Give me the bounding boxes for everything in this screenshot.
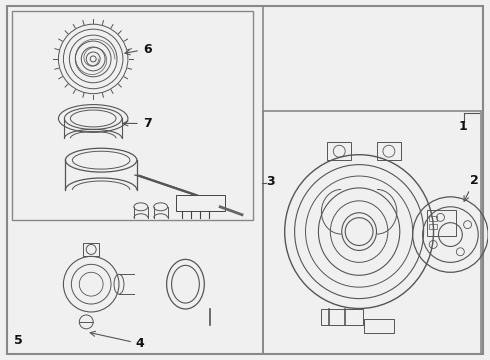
- Bar: [427, 210, 456, 235]
- Bar: [429, 224, 437, 229]
- Bar: [7, 6, 263, 354]
- Text: 2: 2: [464, 174, 479, 201]
- Bar: [175, 195, 225, 211]
- Text: 6: 6: [125, 42, 151, 55]
- Bar: [429, 216, 437, 221]
- Bar: [263, 111, 481, 354]
- Text: 1: 1: [458, 121, 467, 134]
- Text: 7: 7: [123, 117, 151, 130]
- Bar: [321, 309, 363, 325]
- Text: 3: 3: [266, 175, 274, 189]
- Text: 4: 4: [90, 331, 145, 350]
- Bar: [364, 319, 394, 333]
- Bar: [12, 11, 253, 220]
- Bar: [377, 142, 401, 160]
- Text: 5: 5: [14, 334, 23, 347]
- Bar: [327, 142, 351, 160]
- Bar: [83, 243, 99, 256]
